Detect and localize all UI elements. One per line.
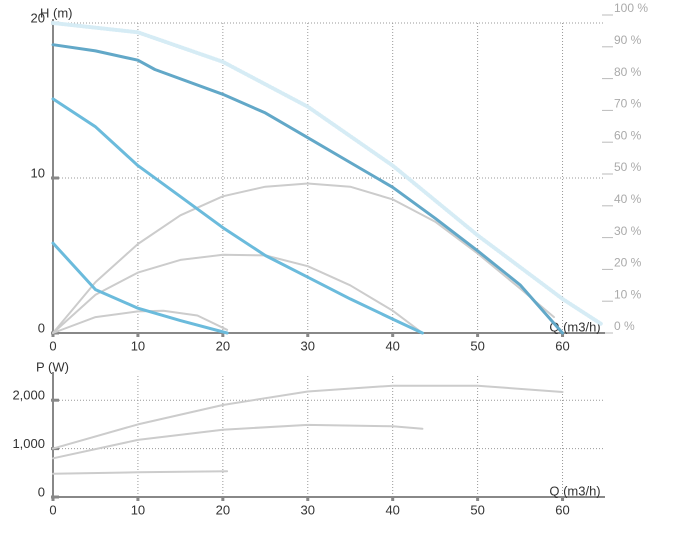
x-tick-label: 60 — [555, 338, 569, 353]
y2-tick-label: 50 % — [614, 160, 642, 174]
curve — [52, 470, 229, 475]
y2-tick-label: 20 % — [614, 256, 642, 270]
y-tick-label: 1,000 — [12, 436, 45, 451]
y2-tick-label: 80 % — [614, 65, 642, 79]
x-tick-label: 30 — [301, 338, 315, 353]
x-tick-label: 0 — [49, 338, 56, 353]
y-tick-label: 2,000 — [12, 388, 45, 403]
y2-tick-label: 30 % — [614, 224, 642, 238]
y-axis-title: P (W) — [36, 359, 69, 374]
y2-tick-label: 100 % — [614, 1, 648, 15]
curve — [52, 423, 424, 460]
curve — [51, 241, 229, 335]
y-axis-title: H (m) — [40, 5, 73, 20]
curve — [52, 384, 564, 450]
x-tick-label: 50 — [470, 502, 484, 517]
y-tick-label: 10 — [31, 165, 45, 180]
x-tick-label: 40 — [385, 338, 399, 353]
y2-tick-label: 70 % — [614, 97, 642, 111]
y2-tick-label: 60 % — [614, 128, 642, 142]
curve — [52, 182, 555, 334]
curve — [51, 97, 424, 335]
y-tick-label: 0 — [38, 484, 45, 499]
x-axis-title: Q (m3/h) — [549, 483, 600, 498]
x-tick-label: 30 — [301, 502, 315, 517]
y2-tick-label: 90 % — [614, 33, 642, 47]
x-tick-label: 40 — [385, 502, 399, 517]
y2-tick-label: 40 % — [614, 192, 642, 206]
y2-tick-label: 10 % — [614, 287, 642, 301]
curve — [51, 43, 564, 335]
x-tick-label: 20 — [216, 502, 230, 517]
x-tick-label: 10 — [131, 338, 145, 353]
x-tick-label: 10 — [131, 502, 145, 517]
y-tick-label: 0 — [38, 320, 45, 335]
x-tick-label: 0 — [49, 502, 56, 517]
x-tick-label: 20 — [216, 338, 230, 353]
curve — [52, 253, 424, 334]
curve — [52, 309, 229, 334]
curve — [51, 21, 603, 326]
x-tick-label: 50 — [470, 338, 484, 353]
y2-tick-label: 0 % — [614, 319, 635, 333]
y-tick-label: 20 — [31, 10, 45, 25]
x-tick-label: 60 — [555, 502, 569, 517]
